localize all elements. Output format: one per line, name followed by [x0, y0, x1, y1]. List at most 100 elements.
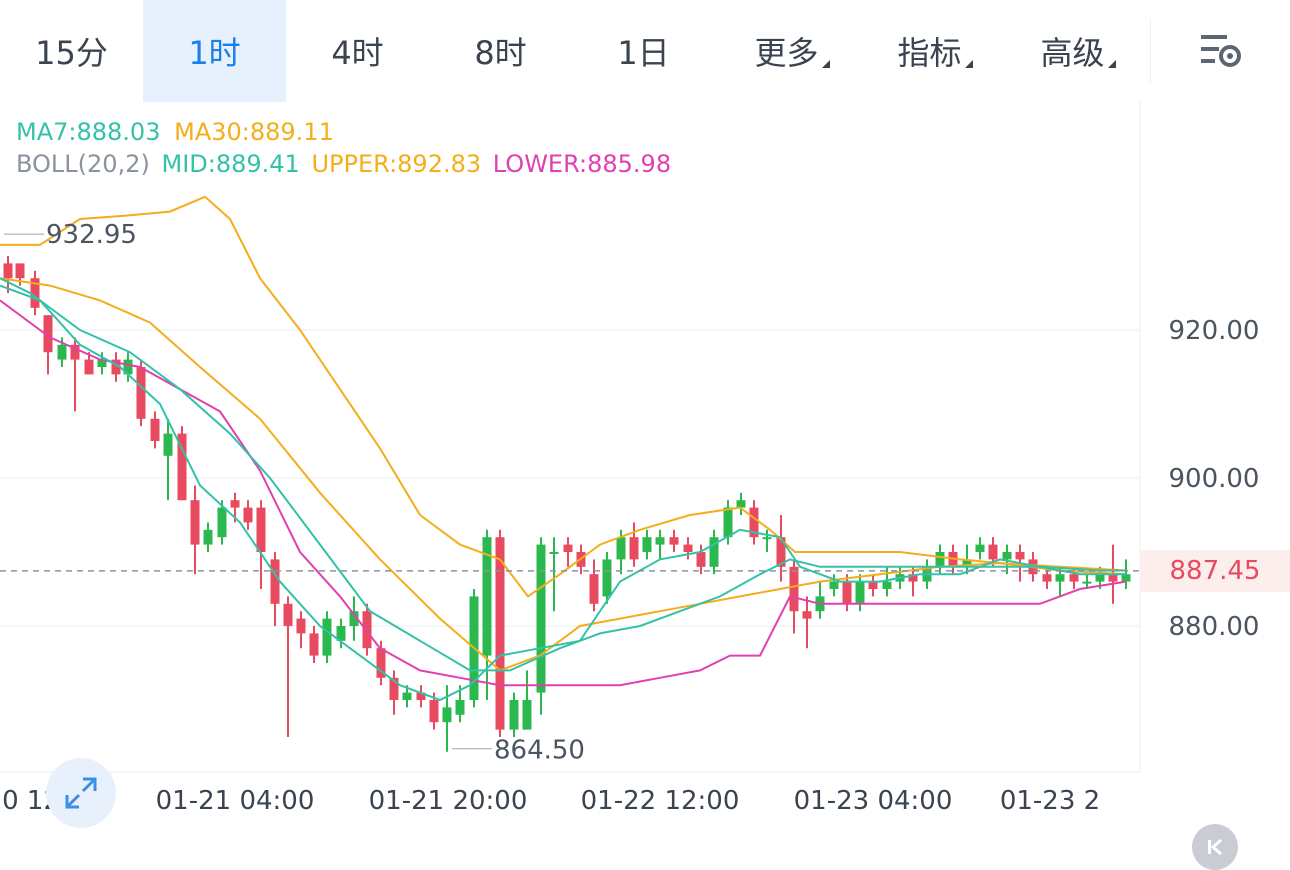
- candle-body: [883, 582, 892, 589]
- candle-body: [510, 700, 519, 730]
- candle-body: [1122, 574, 1131, 581]
- candle-body: [537, 545, 546, 693]
- candle-body: [684, 545, 693, 552]
- boll-legend: BOLL(20,2) MID:889.41 UPPER:892.83 LOWER…: [16, 150, 671, 178]
- dropdown-caret-icon: [1108, 60, 1116, 68]
- tab-label: 1时: [188, 28, 240, 74]
- candle-body: [617, 537, 626, 559]
- candle-body: [763, 537, 772, 539]
- y-tick-label: 920.00: [1169, 316, 1260, 346]
- candle-body: [523, 700, 532, 730]
- y-tick-label: 880.00: [1169, 612, 1260, 642]
- candle-body: [737, 500, 746, 507]
- candle-body: [724, 508, 733, 538]
- candle-body: [1083, 582, 1092, 584]
- tab-label: 更多: [754, 28, 818, 74]
- low-price-label: 864.50: [494, 736, 585, 766]
- current-price-value: 887.45: [1170, 556, 1261, 586]
- tab-4[interactable]: 1日: [572, 0, 715, 102]
- expand-icon: [61, 773, 101, 813]
- candle-body: [257, 508, 266, 552]
- candle-body: [1109, 574, 1118, 581]
- candle-body: [803, 611, 812, 618]
- candle-body: [590, 574, 599, 604]
- candle-body: [550, 552, 559, 554]
- candle-body: [1056, 574, 1065, 581]
- ma7-label: MA7:888.03: [16, 118, 160, 146]
- candle-body: [936, 552, 945, 567]
- x-tick-label: 01-22 12:00: [581, 786, 740, 816]
- tab-label: 4时: [331, 28, 383, 74]
- tab-5[interactable]: 更多: [715, 0, 858, 102]
- candle-body: [989, 545, 998, 560]
- tab-2[interactable]: 4时: [286, 0, 429, 102]
- ma30-label: MA30:889.11: [174, 118, 334, 146]
- candle-body: [204, 530, 213, 545]
- chart-settings-icon: [1199, 31, 1243, 71]
- boll-label: BOLL(20,2): [16, 150, 150, 178]
- boll-mid-label: MID:889.41: [161, 150, 299, 178]
- scroll-to-latest-button[interactable]: [1192, 824, 1238, 870]
- tab-0[interactable]: 15分: [0, 0, 143, 102]
- candle-body: [456, 700, 465, 715]
- candle-body: [643, 537, 652, 552]
- candle-body: [271, 559, 280, 603]
- candle-body: [4, 263, 13, 278]
- candle-body: [58, 345, 67, 360]
- candle-body: [630, 537, 639, 559]
- candle-body: [164, 434, 173, 456]
- candle-body: [670, 537, 679, 544]
- boll-lower-label: LOWER:885.98: [493, 150, 671, 178]
- candle-body: [656, 537, 665, 544]
- boll-upper-label: UPPER:892.83: [311, 150, 481, 178]
- x-tick-label: 01-23 2: [1000, 786, 1100, 816]
- candle-body: [310, 633, 319, 655]
- candle-body: [856, 582, 865, 604]
- candle-body: [323, 619, 332, 656]
- candle-body: [1003, 552, 1012, 559]
- tab-6[interactable]: 指标: [858, 0, 1001, 102]
- tab-1[interactable]: 1时: [143, 0, 286, 102]
- high-price-label: 932.95: [46, 220, 137, 250]
- tab-7[interactable]: 高级: [1001, 0, 1144, 102]
- candle-body: [496, 537, 505, 729]
- expand-button[interactable]: [46, 758, 116, 828]
- candle-body: [297, 619, 306, 634]
- candle-body: [830, 582, 839, 589]
- tab-label: 15分: [35, 28, 108, 74]
- candle-body: [1096, 574, 1105, 581]
- candle-body: [137, 367, 146, 419]
- y-tick-label: 900.00: [1169, 464, 1260, 494]
- candle-body: [1016, 552, 1025, 559]
- x-tick-label: 01-21 20:00: [369, 786, 528, 816]
- candle-body: [976, 545, 985, 552]
- chart-settings-button[interactable]: [1150, 18, 1290, 84]
- tab-label: 1日: [617, 28, 669, 74]
- candle-body: [697, 552, 706, 567]
- candle-body: [430, 700, 439, 722]
- candle-body: [603, 559, 612, 596]
- candle-body: [244, 508, 253, 523]
- x-tick-label: 01-23 04:00: [794, 786, 953, 816]
- candle-body: [403, 693, 412, 700]
- candle-body: [363, 611, 372, 648]
- candle-body: [790, 567, 799, 611]
- current-price-tag: 887.45: [1140, 550, 1290, 592]
- candle-body: [284, 604, 293, 626]
- x-tick-label: 01-21 04:00: [156, 786, 315, 816]
- candle-body: [151, 419, 160, 441]
- candle-body: [843, 582, 852, 604]
- boll-upper-line: [0, 197, 1126, 597]
- tab-label: 高级: [1040, 28, 1104, 74]
- candle-body: [564, 545, 573, 552]
- tab-3[interactable]: 8时: [429, 0, 572, 102]
- candle-body: [231, 500, 240, 507]
- candle-body: [869, 582, 878, 589]
- candle-body: [443, 707, 452, 722]
- dropdown-caret-icon: [822, 60, 830, 68]
- candle-body: [1070, 574, 1079, 581]
- candle-body: [218, 508, 227, 538]
- tab-label: 8时: [474, 28, 526, 74]
